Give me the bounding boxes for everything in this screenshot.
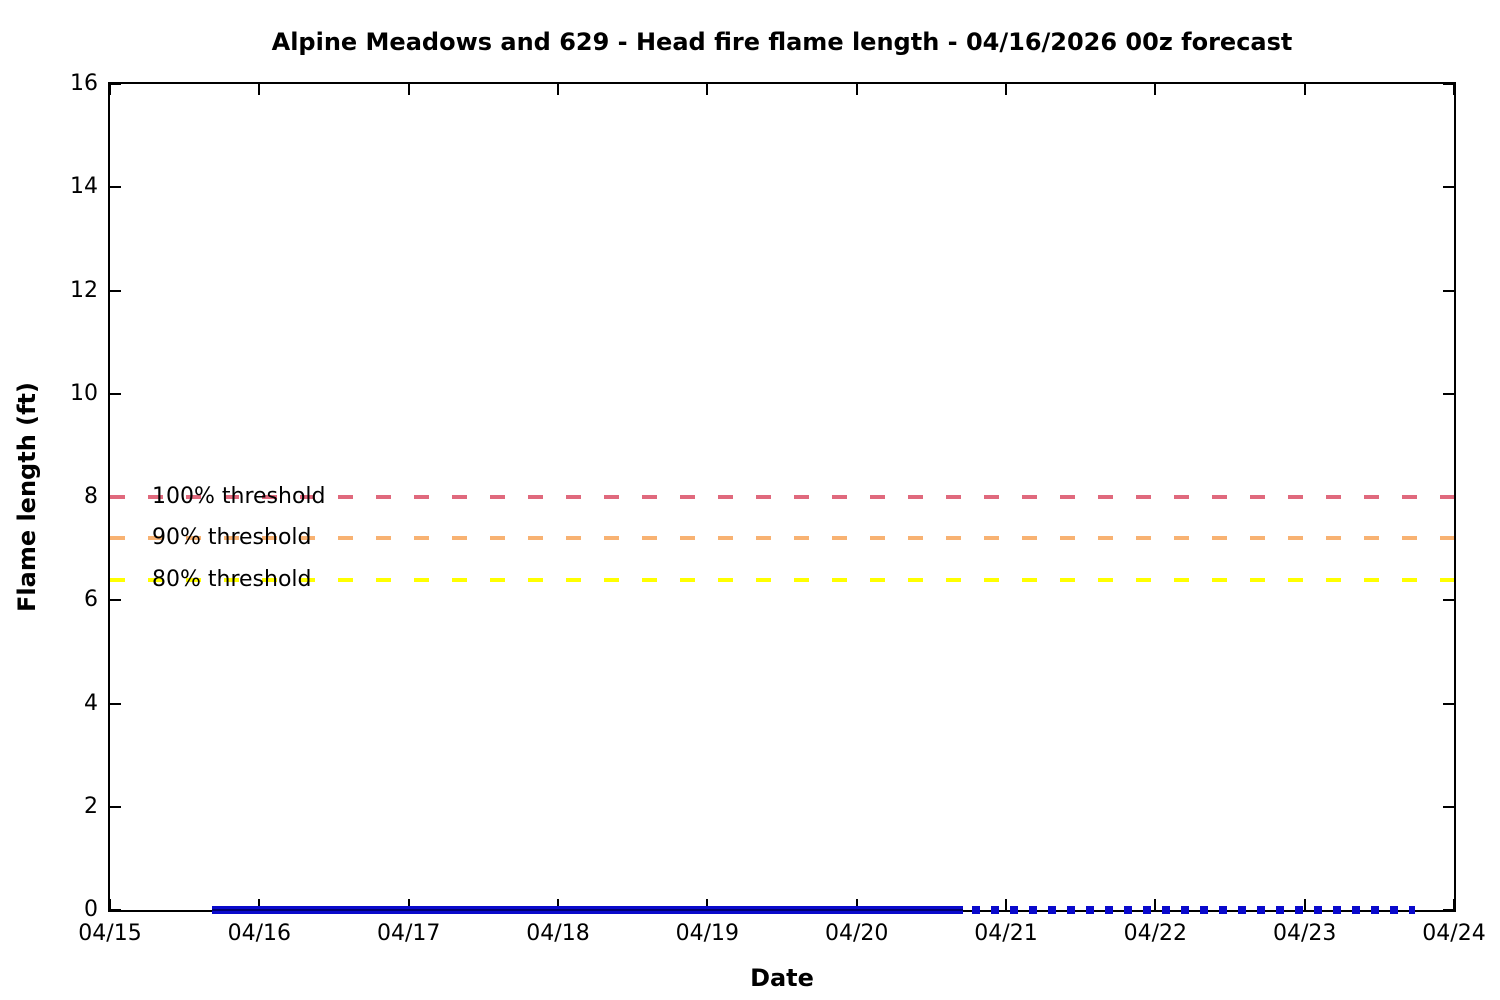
x-tick-label: 04/17 <box>376 921 441 946</box>
y-tick-right <box>1443 289 1454 292</box>
y-tick-right <box>1443 805 1454 808</box>
y-tick-label: 10 <box>70 380 98 406</box>
x-tick-top <box>1154 84 1157 95</box>
x-tick-top <box>407 84 410 95</box>
x-tick-label: 04/15 <box>78 921 142 946</box>
x-tick-top <box>557 84 559 95</box>
x-tick-bottom <box>1154 899 1157 910</box>
x-tick-bottom <box>706 899 709 910</box>
y-tick-left <box>110 702 121 705</box>
y-tick-right <box>1443 909 1454 911</box>
y-tick-left <box>110 289 121 292</box>
y-tick-right <box>1443 186 1454 189</box>
y-tick-right <box>1443 702 1454 705</box>
threshold-line <box>110 495 1454 499</box>
y-tick-label: 2 <box>84 793 98 819</box>
x-tick-label: 04/20 <box>824 921 889 946</box>
x-tick-label: 04/19 <box>675 921 740 946</box>
x-tick-label: 04/24 <box>1422 921 1486 946</box>
y-tick-left <box>110 392 121 395</box>
y-tick-left <box>110 599 121 602</box>
series-segment-solid <box>211 906 963 914</box>
threshold-line <box>110 577 1454 582</box>
x-tick-bottom <box>1005 899 1007 910</box>
x-axis-title: Date <box>750 964 814 992</box>
plot-area: 100% threshold 90% threshold 80% threshold <box>108 82 1456 914</box>
x-tick-bottom <box>258 899 261 910</box>
x-tick-bottom <box>109 899 111 910</box>
y-tick-label: 6 <box>84 587 98 613</box>
y-tick-right <box>1443 83 1454 85</box>
y-tick-left <box>110 805 121 808</box>
y-tick-left <box>110 186 121 189</box>
series-segment-dotted <box>971 906 1416 914</box>
y-tick-left <box>110 83 121 85</box>
x-tick-label: 04/21 <box>974 921 1038 946</box>
x-tick-label: 04/23 <box>1272 921 1337 946</box>
threshold-line <box>110 536 1454 541</box>
x-tick-top <box>855 84 858 95</box>
y-tick-label: 14 <box>70 174 98 200</box>
x-tick-bottom <box>407 899 410 910</box>
threshold-label: 80% threshold <box>152 566 312 592</box>
x-tick-top <box>1453 84 1455 95</box>
x-tick-label: 04/22 <box>1123 921 1188 946</box>
y-tick-left <box>110 909 121 911</box>
x-tick-top <box>1303 84 1306 95</box>
y-tick-label: 4 <box>84 690 98 716</box>
x-tick-top <box>258 84 261 95</box>
x-tick-bottom <box>1453 899 1455 910</box>
x-tick-label: 04/18 <box>526 921 590 946</box>
y-tick-right <box>1443 392 1454 395</box>
x-tick-bottom <box>1303 899 1306 910</box>
threshold-label: 100% threshold <box>152 484 326 509</box>
y-tick-label: 12 <box>70 277 98 303</box>
y-tick-label: 8 <box>84 484 98 509</box>
x-tick-bottom <box>557 899 559 910</box>
y-tick-right <box>1443 599 1454 602</box>
x-tick-label: 04/16 <box>227 921 292 946</box>
x-tick-bottom <box>855 899 858 910</box>
y-tick-label: 16 <box>70 71 98 96</box>
x-tick-top <box>1005 84 1007 95</box>
x-tick-top <box>706 84 709 95</box>
chart-title: Alpine Meadows and 629 - Head fire flame… <box>271 28 1293 56</box>
y-tick-label: 0 <box>84 897 98 922</box>
x-tick-top <box>109 84 111 95</box>
threshold-label: 90% threshold <box>152 525 312 551</box>
